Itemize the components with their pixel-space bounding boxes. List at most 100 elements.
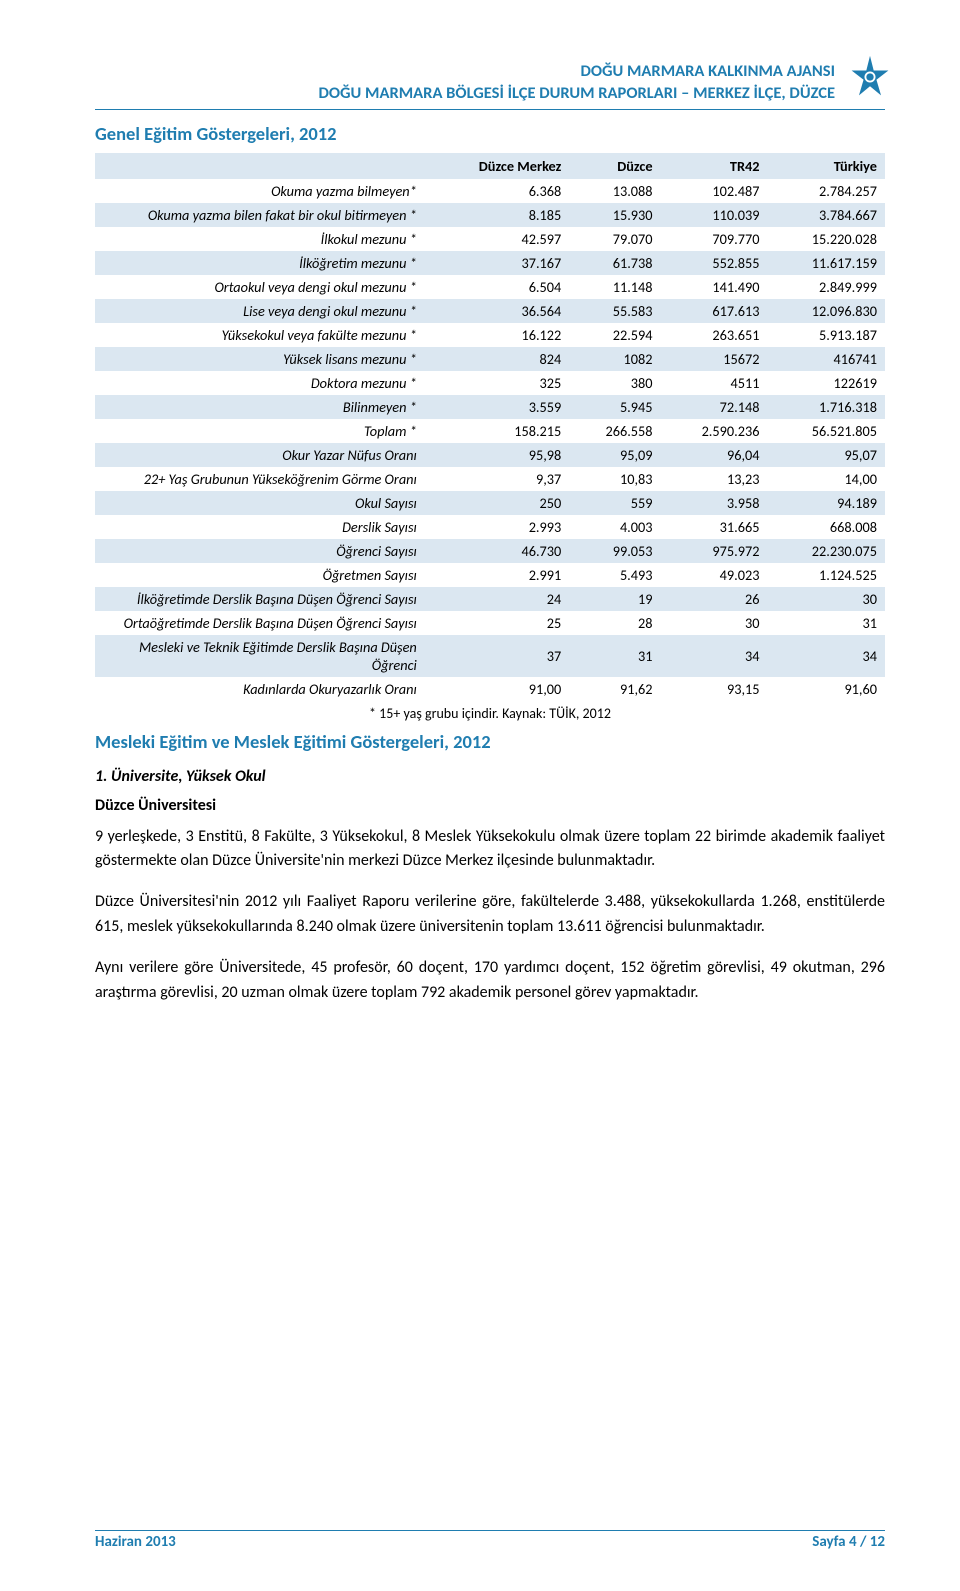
header-divider [95,109,885,110]
row-value: 380 [569,371,660,395]
row-value: 2.993 [427,515,570,539]
row-value: 72.148 [661,395,768,419]
row-value: 1.124.525 [768,563,885,587]
row-value: 31 [569,635,660,677]
row-label: 22+ Yaş Grubunun Yükseköğrenim Görme Ora… [95,467,427,491]
row-label: Bilinmeyen * [95,395,427,419]
row-label: Okur Yazar Nüfus Oranı [95,443,427,467]
body-heading: Düzce Üniversitesi [95,796,885,815]
row-value: 9,37 [427,467,570,491]
row-value: 5.913.187 [768,323,885,347]
table-row: İlköğretim mezunu *37.16761.738552.85511… [95,251,885,275]
table-row: İlköğretimde Derslik Başına Düşen Öğrenc… [95,587,885,611]
row-value: 31 [768,611,885,635]
table1-title: Genel Eğitim Göstergeleri, 2012 [95,122,885,145]
table-row: Yüksekokul veya fakülte mezunu *16.12222… [95,323,885,347]
row-value: 668.008 [768,515,885,539]
row-label: Doktora mezunu * [95,371,427,395]
row-value: 91,60 [768,677,885,701]
footer-page: Sayfa 4 / 12 [812,1533,885,1551]
row-value: 34 [661,635,768,677]
col-duzce-merkez: Düzce Merkez [427,153,570,179]
row-label: Okuma yazma bilmeyen* [95,179,427,203]
row-value: 2.590.236 [661,419,768,443]
row-value: 250 [427,491,570,515]
row-value: 13.088 [569,179,660,203]
table-row: Kadınlarda Okuryazarlık Oranı91,0091,629… [95,677,885,701]
row-value: 16.122 [427,323,570,347]
row-value: 95,07 [768,443,885,467]
row-value: 3.784.667 [768,203,885,227]
row-value: 24 [427,587,570,611]
row-value: 12.096.830 [768,299,885,323]
row-value: 28 [569,611,660,635]
row-value: 34 [768,635,885,677]
footer-date: Haziran 2013 [95,1533,176,1551]
row-value: 110.039 [661,203,768,227]
row-value: 49.023 [661,563,768,587]
row-value: 37.167 [427,251,570,275]
footer-divider [95,1530,885,1531]
row-label: Öğrenci Sayısı [95,539,427,563]
row-value: 22.594 [569,323,660,347]
row-value: 95,09 [569,443,660,467]
col-turkiye: Türkiye [768,153,885,179]
row-value: 4.003 [569,515,660,539]
row-value: 31.665 [661,515,768,539]
row-value: 99.053 [569,539,660,563]
education-indicators-table: Düzce Merkez Düzce TR42 Türkiye Okuma ya… [95,153,885,701]
col-blank [95,153,427,179]
row-label: Yüksekokul veya fakülte mezunu * [95,323,427,347]
row-value: 61.738 [569,251,660,275]
row-value: 56.521.805 [768,419,885,443]
row-value: 122619 [768,371,885,395]
row-value: 10,83 [569,467,660,491]
table-row: Öğrenci Sayısı46.73099.053975.97222.230.… [95,539,885,563]
paragraph-2: Düzce Üniversitesi'nin 2012 yılı Faaliye… [95,890,885,940]
row-value: 975.972 [661,539,768,563]
table-row: Derslik Sayısı2.9934.00331.665668.008 [95,515,885,539]
row-label: Lise veya dengi okul mezunu * [95,299,427,323]
row-value: 1082 [569,347,660,371]
row-value: 6.368 [427,179,570,203]
table-row: Lise veya dengi okul mezunu *36.56455.58… [95,299,885,323]
row-value: 22.230.075 [768,539,885,563]
row-label: Okuma yazma bilen fakat bir okul bitirme… [95,203,427,227]
row-value: 19 [569,587,660,611]
row-label: İlkokul mezunu * [95,227,427,251]
table-row: 22+ Yaş Grubunun Yükseköğrenim Görme Ora… [95,467,885,491]
row-value: 15.930 [569,203,660,227]
row-value: 4511 [661,371,768,395]
table-row: Öğretmen Sayısı2.9915.49349.0231.124.525 [95,563,885,587]
row-value: 266.558 [569,419,660,443]
row-value: 15.220.028 [768,227,885,251]
row-value: 30 [768,587,885,611]
row-label: Ortaokul veya dengi okul mezunu * [95,275,427,299]
row-value: 96,04 [661,443,768,467]
row-label: Mesleki ve Teknik Eğitimde Derslik Başın… [95,635,427,677]
table-row: Okul Sayısı2505593.95894.189 [95,491,885,515]
row-value: 13,23 [661,467,768,491]
row-value: 95,98 [427,443,570,467]
col-duzce: Düzce [569,153,660,179]
table-row: Mesleki ve Teknik Eğitimde Derslik Başın… [95,635,885,677]
row-value: 6.504 [427,275,570,299]
row-value: 25 [427,611,570,635]
col-tr42: TR42 [661,153,768,179]
row-label: Toplam * [95,419,427,443]
table-row: Okur Yazar Nüfus Oranı95,9895,0996,0495,… [95,443,885,467]
table-row: Okuma yazma bilmeyen*6.36813.088102.4872… [95,179,885,203]
table-row: Bilinmeyen *3.5595.94572.1481.716.318 [95,395,885,419]
row-value: 617.613 [661,299,768,323]
row-label: Okul Sayısı [95,491,427,515]
row-value: 79.070 [569,227,660,251]
row-label: Derslik Sayısı [95,515,427,539]
row-value: 55.583 [569,299,660,323]
table-header-row: Düzce Merkez Düzce TR42 Türkiye [95,153,885,179]
row-value: 552.855 [661,251,768,275]
row-value: 2.849.999 [768,275,885,299]
row-value: 325 [427,371,570,395]
table-row: Doktora mezunu *3253804511122619 [95,371,885,395]
row-value: 709.770 [661,227,768,251]
row-value: 158.215 [427,419,570,443]
